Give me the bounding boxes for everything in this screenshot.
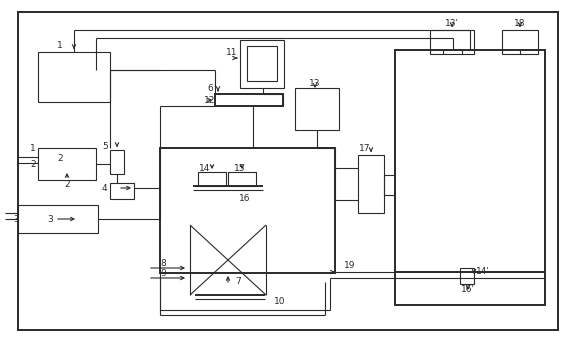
Text: 11: 11: [226, 48, 238, 57]
Text: 1: 1: [57, 40, 63, 49]
Bar: [160, 148, 335, 273]
Bar: [215, 94, 283, 106]
Text: 7: 7: [235, 277, 241, 286]
Text: 10: 10: [274, 297, 286, 306]
Text: 1: 1: [30, 144, 36, 152]
Text: 14: 14: [199, 164, 211, 172]
Text: 9: 9: [160, 269, 166, 278]
Text: 2: 2: [30, 159, 36, 168]
Bar: [18, 205, 98, 233]
Bar: [110, 183, 134, 199]
Text: 8: 8: [160, 259, 166, 268]
Text: 15: 15: [234, 164, 246, 172]
Bar: [110, 150, 124, 174]
Text: 17: 17: [359, 144, 371, 152]
Bar: [240, 40, 284, 88]
Bar: [460, 268, 474, 284]
Text: 19: 19: [344, 262, 356, 270]
Text: 13': 13': [445, 19, 459, 28]
Text: 3: 3: [47, 215, 53, 224]
Bar: [247, 46, 277, 81]
Bar: [502, 30, 538, 54]
Bar: [295, 88, 339, 130]
Text: 12: 12: [204, 96, 216, 105]
Bar: [198, 172, 226, 186]
Bar: [38, 148, 96, 180]
Bar: [38, 52, 110, 102]
Bar: [228, 172, 256, 186]
Text: 6: 6: [207, 83, 213, 92]
Text: 18: 18: [514, 19, 526, 28]
Bar: [395, 50, 545, 305]
Bar: [430, 30, 474, 54]
Text: 2: 2: [57, 154, 63, 162]
Bar: [358, 155, 384, 213]
Text: 2: 2: [64, 179, 70, 188]
Text: 16': 16': [461, 286, 475, 295]
Text: 5: 5: [102, 141, 108, 150]
Text: 13: 13: [309, 79, 321, 88]
Text: 4: 4: [101, 184, 107, 193]
Text: 14': 14': [476, 267, 490, 276]
Text: 3: 3: [13, 215, 19, 224]
Text: 16: 16: [239, 194, 251, 203]
